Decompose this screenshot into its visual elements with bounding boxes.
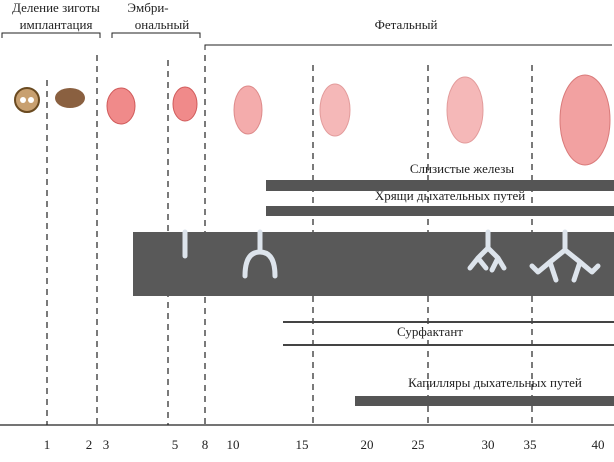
axis-tick-label: 1 [44,437,51,452]
stage-label: Фетальный [375,17,438,32]
axis-tick-label: 35 [524,437,537,452]
track-label: Сурфактант [397,324,463,339]
label-bg [380,326,480,340]
stage-label: Эмбри- [127,0,168,15]
track-label: Капилляры дыхательных путей [408,375,582,390]
track-label: Хрящи дыхательных путей [375,188,525,203]
stage-label: ональный [135,17,189,32]
airway-trees [182,229,601,283]
track-label: Слизистые железы [410,161,515,176]
axis-tick-label: 15 [296,437,309,452]
axis-tick-label: 10 [227,437,240,452]
track-bar [355,396,614,406]
airway-block [133,232,614,296]
embryo-icons [14,74,611,166]
stage-label: имплантация [20,17,93,32]
axis-tick-label: 20 [361,437,374,452]
axis-tick-label: 2 [86,437,93,452]
axis-tick-label: 25 [412,437,425,452]
axis-tick-label: 40 [592,437,605,452]
axis-tick-label: 8 [202,437,209,452]
bracket [1,32,101,38]
axis-ticks: 1 2 3 5 8 10 15 20 25 30 35 40 [44,437,605,452]
track-bar [266,180,614,191]
axis-tick-label: 5 [172,437,179,452]
stage-label: Деление зиготы [12,0,100,15]
bracket [111,32,201,38]
axis-tick-label: 30 [482,437,495,452]
axis-tick-label: 3 [103,437,110,452]
bracket [204,44,612,50]
track-bar [266,206,614,216]
